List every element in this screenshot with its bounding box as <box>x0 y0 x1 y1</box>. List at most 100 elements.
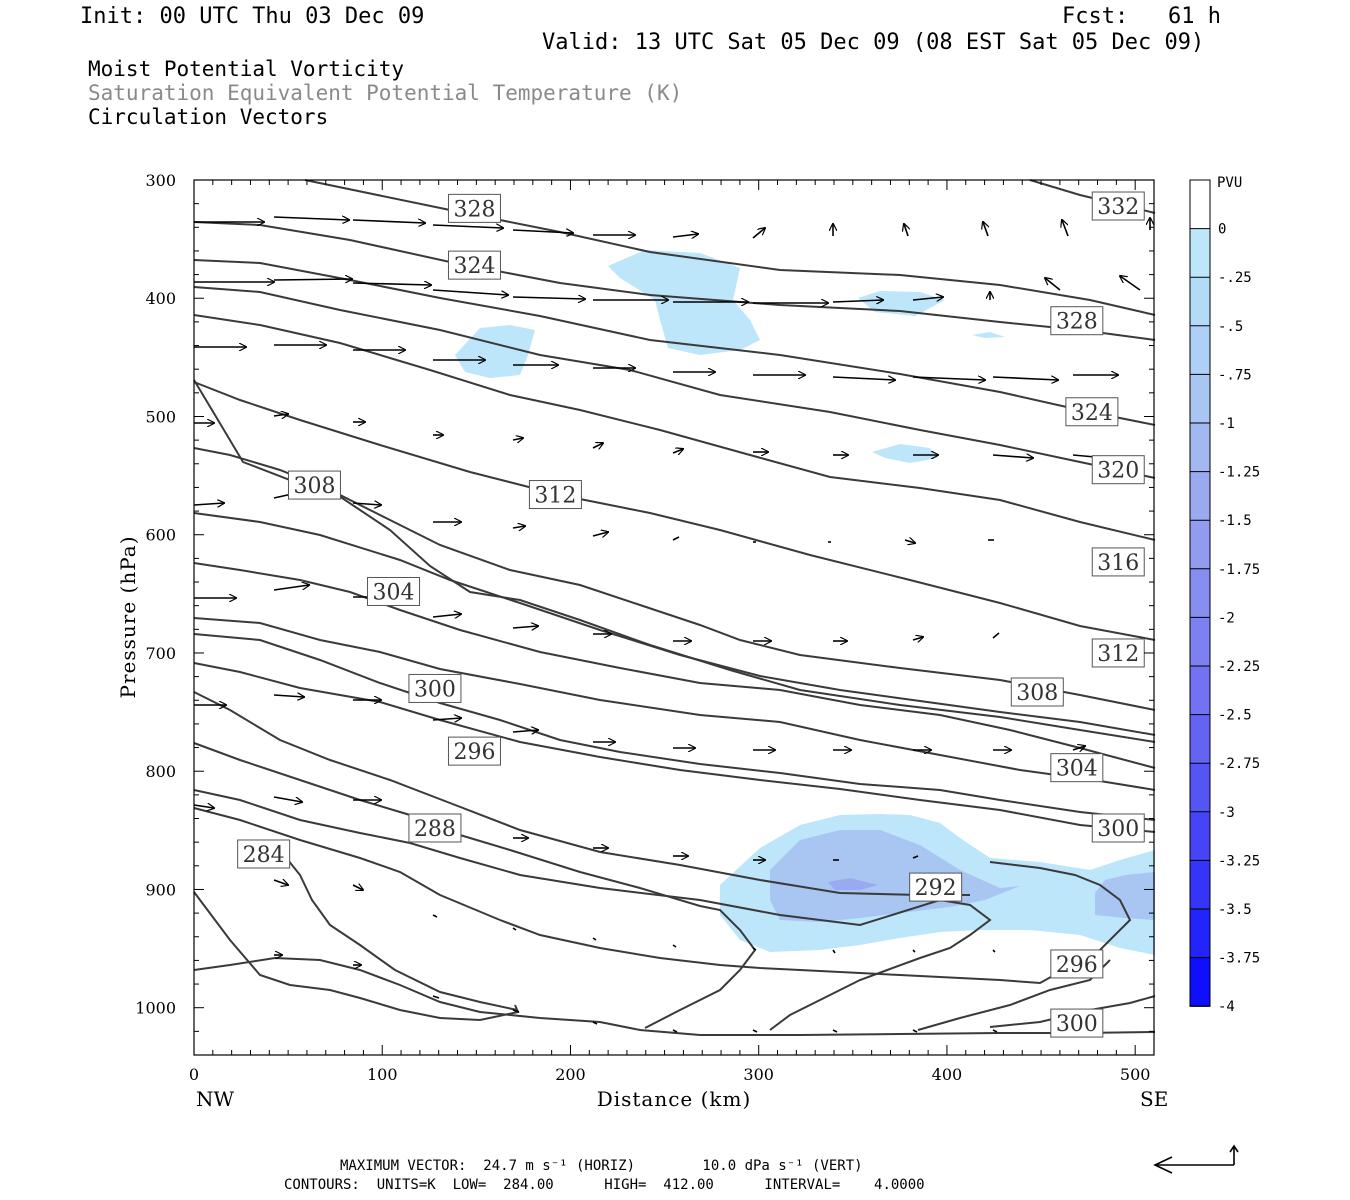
contour-label: 332 <box>1091 191 1145 221</box>
y-tick-label: 600 <box>145 526 176 545</box>
vector-arrow <box>273 217 349 220</box>
vector-arrow <box>512 730 538 732</box>
vector-arrow <box>752 228 765 239</box>
colorbar-label: -1.25 <box>1218 465 1260 481</box>
contour-label-text: 324 <box>1071 401 1113 426</box>
contour-label-text: 296 <box>1056 953 1098 978</box>
vector-arrow <box>992 632 1000 639</box>
contour-label-box <box>447 193 501 223</box>
vector-arrow <box>432 995 440 999</box>
contour-label-text: 288 <box>414 817 456 842</box>
contour-label: 320 <box>1091 455 1145 485</box>
contour-label: 328 <box>447 193 501 223</box>
contour-label: 328 <box>1050 306 1104 336</box>
contour-label-text: 304 <box>373 580 415 605</box>
colorbar-segment <box>1190 763 1210 813</box>
contour-label-box <box>447 250 501 280</box>
y-tick-label: 400 <box>145 289 176 308</box>
pv-area <box>872 444 938 463</box>
vector-arrow <box>273 279 352 280</box>
contour-label-box <box>1065 397 1119 427</box>
contour-label-box <box>1091 455 1145 485</box>
contour-label: 296 <box>447 736 501 766</box>
vector-arrow <box>512 626 538 628</box>
vector-arrow <box>832 949 836 954</box>
vector-arrow <box>1045 278 1061 291</box>
contour-label-text: 296 <box>453 740 495 765</box>
contour-label: 308 <box>287 470 341 500</box>
contour-label-box <box>408 673 462 703</box>
contour-label-text: 312 <box>1097 642 1139 667</box>
vector-arrow <box>432 718 461 720</box>
colorbar-segment <box>1190 325 1210 375</box>
contour-label: 324 <box>1065 397 1119 427</box>
colorbar-segment <box>1190 228 1210 278</box>
contour-label: 308 <box>1010 677 1064 707</box>
colorbar-segment <box>1190 714 1210 764</box>
vector-arrow <box>832 377 895 380</box>
contour-label: 304 <box>367 576 421 606</box>
contour-label-text: 284 <box>243 843 285 868</box>
vector-arrow <box>904 540 915 543</box>
colorbar-label: -3.25 <box>1218 853 1260 869</box>
contour-line <box>193 286 1156 479</box>
colorbar-segment <box>1190 811 1210 861</box>
colorbar-label: -2.25 <box>1218 659 1260 675</box>
colorbar-segment <box>1190 423 1210 473</box>
vector-arrow <box>432 914 438 918</box>
colorbar-segment <box>1190 666 1210 716</box>
colorbar-segment <box>1190 471 1210 521</box>
colorbar-segment <box>1190 374 1210 424</box>
pv-area <box>972 332 1005 338</box>
x-tick-label: 500 <box>1120 1065 1151 1084</box>
vector-arrow <box>752 947 757 951</box>
axis-labels: 300 400 500 600 700 800 900 1000 0 100 200 300 400 50… <box>135 171 1150 1084</box>
contour-label: 312 <box>528 480 582 510</box>
colorbar-label: -3.75 <box>1218 951 1260 967</box>
colorbar-segment <box>1190 617 1210 667</box>
contour-label-box <box>1091 191 1145 221</box>
vector-arrow <box>352 220 425 223</box>
vector-arrow <box>912 855 919 859</box>
colorbar-label: -2.75 <box>1218 756 1260 772</box>
vector-arrow <box>672 1029 678 1033</box>
pv-shading <box>455 250 1155 955</box>
vector-arrow <box>992 949 996 953</box>
x-tick-label: 300 <box>743 1065 774 1084</box>
y-tick-label: 700 <box>145 644 176 663</box>
vector-arrow <box>592 532 608 536</box>
vector-arrow <box>512 1009 520 1013</box>
contour-label: 300 <box>408 673 462 703</box>
contour-line <box>193 956 1156 1036</box>
y-tick-label: 1000 <box>135 999 176 1018</box>
contour-label-box <box>1050 306 1104 336</box>
contour-line <box>193 562 1156 769</box>
contour-label-box <box>1010 677 1064 707</box>
contour-label: 284 <box>237 839 291 869</box>
contour-line <box>193 381 1156 641</box>
contour-label-text: 304 <box>1056 757 1098 782</box>
vector-arrow <box>352 283 431 285</box>
vector-arrow <box>672 234 698 237</box>
y-axis-title: Pressure (hPa) <box>116 536 140 699</box>
colorbar-label: -1.5 <box>1218 513 1252 529</box>
y-tick-label: 300 <box>145 171 176 190</box>
y-tick-label: 900 <box>145 880 176 899</box>
contour-label: 292 <box>909 872 963 902</box>
x-tick-label: 200 <box>555 1065 586 1084</box>
vector-arrow <box>672 536 680 541</box>
contour-label-box <box>909 872 963 902</box>
colorbar-segment <box>1190 180 1210 230</box>
colorbar-label: -4 <box>1218 999 1235 1015</box>
field-title-mpv: Moist Potential Vorticity <box>88 57 405 81</box>
vector-arrow <box>1120 276 1141 291</box>
vector-arrow <box>512 297 585 299</box>
vector-arrow <box>512 526 525 528</box>
vector-arrow <box>832 1029 838 1033</box>
init-time: Init: 00 UTC Thu 03 Dec 09 <box>80 4 425 29</box>
x-start-label: NW <box>196 1087 235 1111</box>
field-title-vectors: Circulation Vectors <box>88 105 329 129</box>
contour-label-text: 316 <box>1097 551 1139 576</box>
colorbar-title: PVU <box>1217 175 1242 191</box>
contour-line <box>193 512 1156 736</box>
